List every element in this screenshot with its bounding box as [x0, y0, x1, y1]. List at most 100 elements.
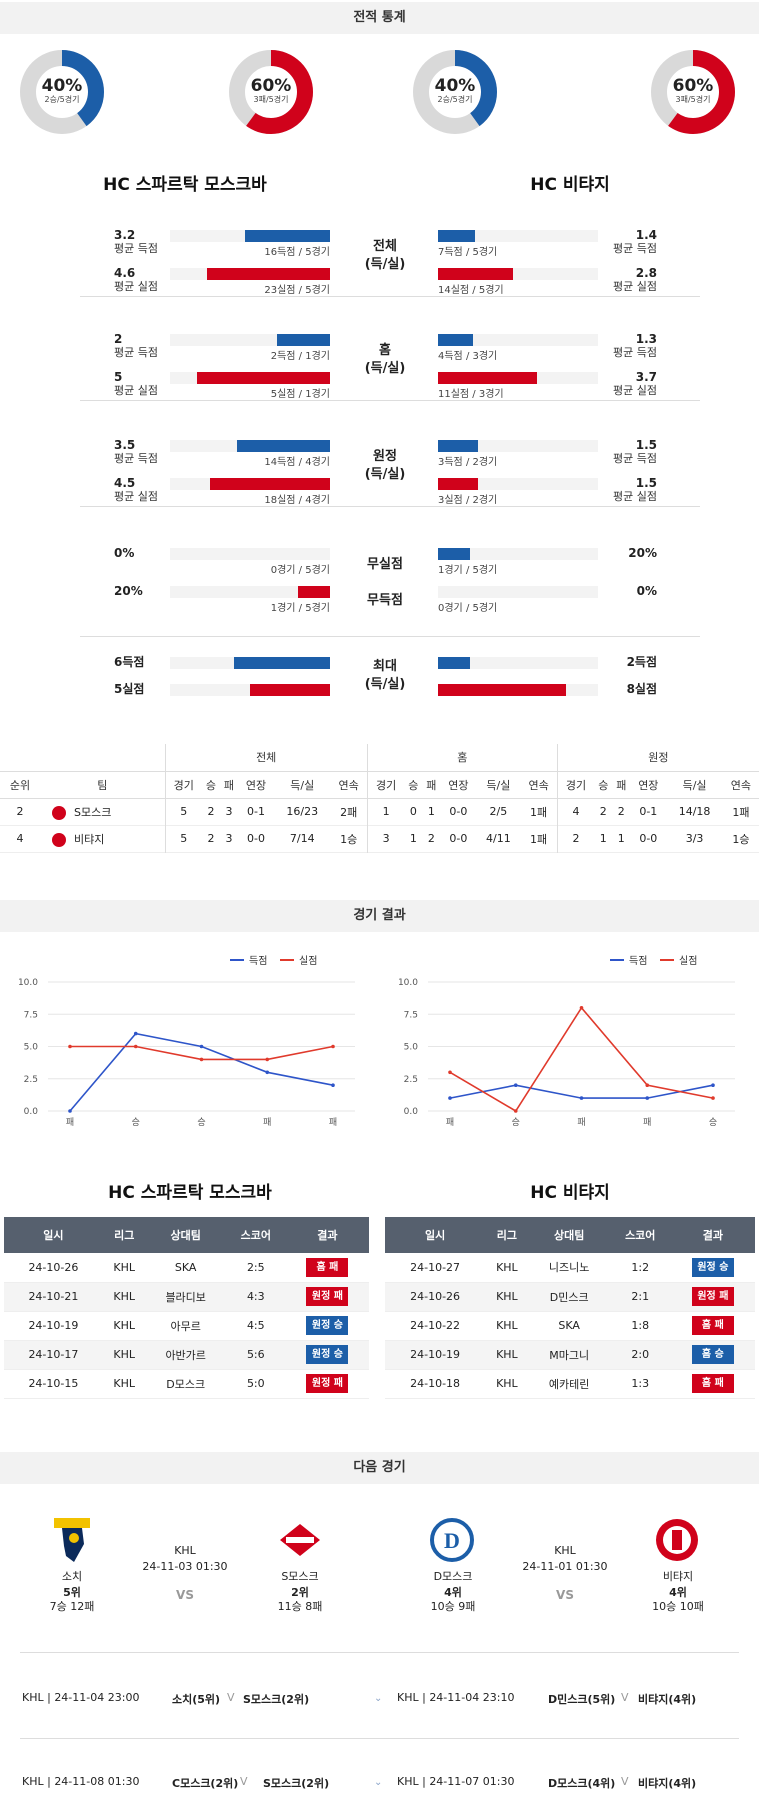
standings-col-header: 승 — [598, 778, 609, 792]
chevron-down-icon[interactable]: ⌄ — [374, 1693, 383, 1704]
game-cell: 5:0 — [225, 1369, 286, 1399]
standings-cell: 2 — [16, 805, 24, 818]
y-tick-label: 10.0 — [398, 978, 418, 988]
standings-cell: 0-0 — [247, 832, 265, 845]
y-tick-label: 2.5 — [24, 1075, 38, 1085]
standings-team[interactable]: S모스크 — [40, 798, 165, 825]
game-row[interactable]: 24-10-27 KHL 니즈니노 1:2 원정 승 — [385, 1253, 755, 1283]
donut-percent: 40% — [434, 76, 476, 96]
spartak-logo[interactable] — [276, 1520, 324, 1562]
spartak-logo-icon — [52, 805, 66, 820]
game-row[interactable]: 24-10-22 KHL SKA 1:8 홈 패 — [385, 1311, 755, 1341]
chevron-down-icon[interactable]: ⌄ — [374, 1777, 383, 1788]
standings-cell: 4 — [16, 832, 24, 845]
divider — [80, 506, 700, 507]
standings-cell: 2 — [617, 805, 625, 818]
right-label: 평균 실점 — [613, 490, 657, 503]
standings-col-header: 연장 — [245, 778, 267, 792]
donut-percent: 60% — [250, 76, 292, 96]
right-bar — [438, 657, 470, 669]
right-value: 8실점 — [626, 682, 657, 696]
group-label: 원정 (득/실) — [364, 449, 406, 482]
game-row[interactable]: 24-10-21 KHL 블라디보 4:3 원정 패 — [4, 1282, 369, 1312]
standings-col-header: 연속 — [730, 778, 752, 792]
right-count: 3득점 / 2경기 — [438, 457, 498, 468]
standings-cell: 0 — [409, 805, 417, 818]
standings-team[interactable]: 비탸지 — [40, 825, 165, 852]
standings-col-header: 패 — [616, 778, 627, 792]
results-team-left: HC 스파르탁 모스크바 — [108, 1183, 272, 1203]
upcoming-right-home: D모스크(4위) — [548, 1777, 616, 1790]
game-cell: 원정 패 — [285, 1369, 369, 1399]
next-right-vs: VS — [556, 1588, 574, 1602]
standings-cell: 1 — [427, 805, 435, 818]
game-row[interactable]: 24-10-18 KHL 예카테린 1:3 홈 패 — [385, 1369, 755, 1399]
right-bar — [438, 548, 470, 560]
left-value: 6득점 — [114, 655, 145, 669]
game-cell: KHL — [102, 1282, 146, 1312]
games-col-header: 스코어 — [225, 1217, 286, 1253]
dynamo-logo[interactable]: D — [428, 1516, 476, 1564]
game-cell: KHL — [485, 1253, 529, 1283]
divider — [80, 400, 700, 401]
x-tick-label: 패 — [643, 1117, 651, 1128]
upcoming-left-v: V — [227, 1691, 235, 1704]
game-cell: KHL — [485, 1311, 529, 1341]
game-cell: 1:3 — [609, 1369, 671, 1399]
game-row[interactable]: 24-10-15 KHL D모스크 5:0 원정 패 — [4, 1369, 369, 1399]
standings-col-header: 연장 — [448, 778, 469, 792]
games-table-right: 일시 리그 상대팀 스코어 결과 24-10-27 KHL 니즈니노 1:2 원정 승 24-10-… — [385, 1217, 755, 1399]
left-bar — [197, 372, 330, 384]
chart-legend: 득점 실점 — [230, 955, 317, 967]
standings-cell: 1패 — [732, 805, 750, 819]
sochi-logo[interactable] — [48, 1516, 96, 1564]
right-track — [438, 586, 598, 598]
next-right-home-record: 10승 9패 — [430, 1600, 476, 1613]
result-badge: 홈 패 — [691, 1316, 734, 1335]
group-label: 홈 (득/실) — [364, 343, 406, 376]
next-left-away-rank: 2위 — [291, 1586, 309, 1599]
group-label: 전체 (득/실) — [364, 239, 406, 272]
standings-team-name: 비탸지 — [74, 832, 105, 846]
standings-cell: 2패 — [340, 805, 358, 819]
standings-cell: 3 — [225, 832, 233, 845]
left-value: 5실점 — [114, 682, 145, 696]
x-tick-label: 승 — [512, 1117, 520, 1128]
vityaz-logo[interactable] — [653, 1516, 701, 1564]
standings-col-header: 패 — [223, 778, 235, 792]
game-cell: 24-10-27 — [385, 1253, 486, 1283]
game-cell: 5:6 — [225, 1340, 286, 1370]
data-point — [265, 1057, 270, 1062]
standings-group-away: 원정 — [556, 744, 759, 771]
next-left-league: KHL — [174, 1544, 196, 1557]
game-row[interactable]: 24-10-17 KHL 아반가르 5:6 원정 승 — [4, 1340, 369, 1370]
max-label: 최대 (득/실) — [364, 659, 406, 692]
next-right-away: 비탸지 — [662, 1570, 694, 1583]
right-count: 3실점 / 2경기 — [438, 495, 498, 506]
game-cell: 1:8 — [609, 1311, 671, 1341]
standings-col-header: 득/실 — [682, 778, 707, 792]
games-col-header: 스코어 — [609, 1217, 671, 1253]
results-header: 경기 결과 — [0, 900, 759, 932]
left-value: 5 — [114, 370, 123, 384]
next-right-home-rank: 4위 — [444, 1586, 462, 1599]
left-label: 평균 득점 — [114, 346, 158, 359]
next-header: 다음 경기 — [0, 1452, 759, 1484]
game-cell: 2:0 — [609, 1340, 671, 1370]
game-row[interactable]: 24-10-26 KHL SKA 2:5 홈 패 — [4, 1253, 369, 1283]
game-cell: 아무르 — [145, 1311, 226, 1341]
x-tick-label: 패 — [446, 1117, 454, 1128]
game-row[interactable]: 24-10-19 KHL 아무르 4:5 원정 승 — [4, 1311, 369, 1341]
standings-cell: 0-0 — [449, 832, 468, 845]
data-point — [645, 1083, 650, 1087]
series-line-conceded — [70, 1045, 334, 1061]
standings-cell: 14/18 — [678, 805, 711, 818]
right-count: 0경기 / 5경기 — [438, 603, 498, 614]
data-point — [513, 1109, 518, 1113]
y-tick-label: 2.5 — [404, 1075, 418, 1085]
game-cell: 24-10-17 — [4, 1340, 103, 1370]
standings-col-header: 연속 — [338, 778, 359, 792]
data-point — [133, 1031, 138, 1036]
game-row[interactable]: 24-10-26 KHL D민스크 2:1 원정 패 — [385, 1282, 755, 1312]
game-row[interactable]: 24-10-19 KHL M마그니 2:0 홈 승 — [385, 1340, 755, 1370]
